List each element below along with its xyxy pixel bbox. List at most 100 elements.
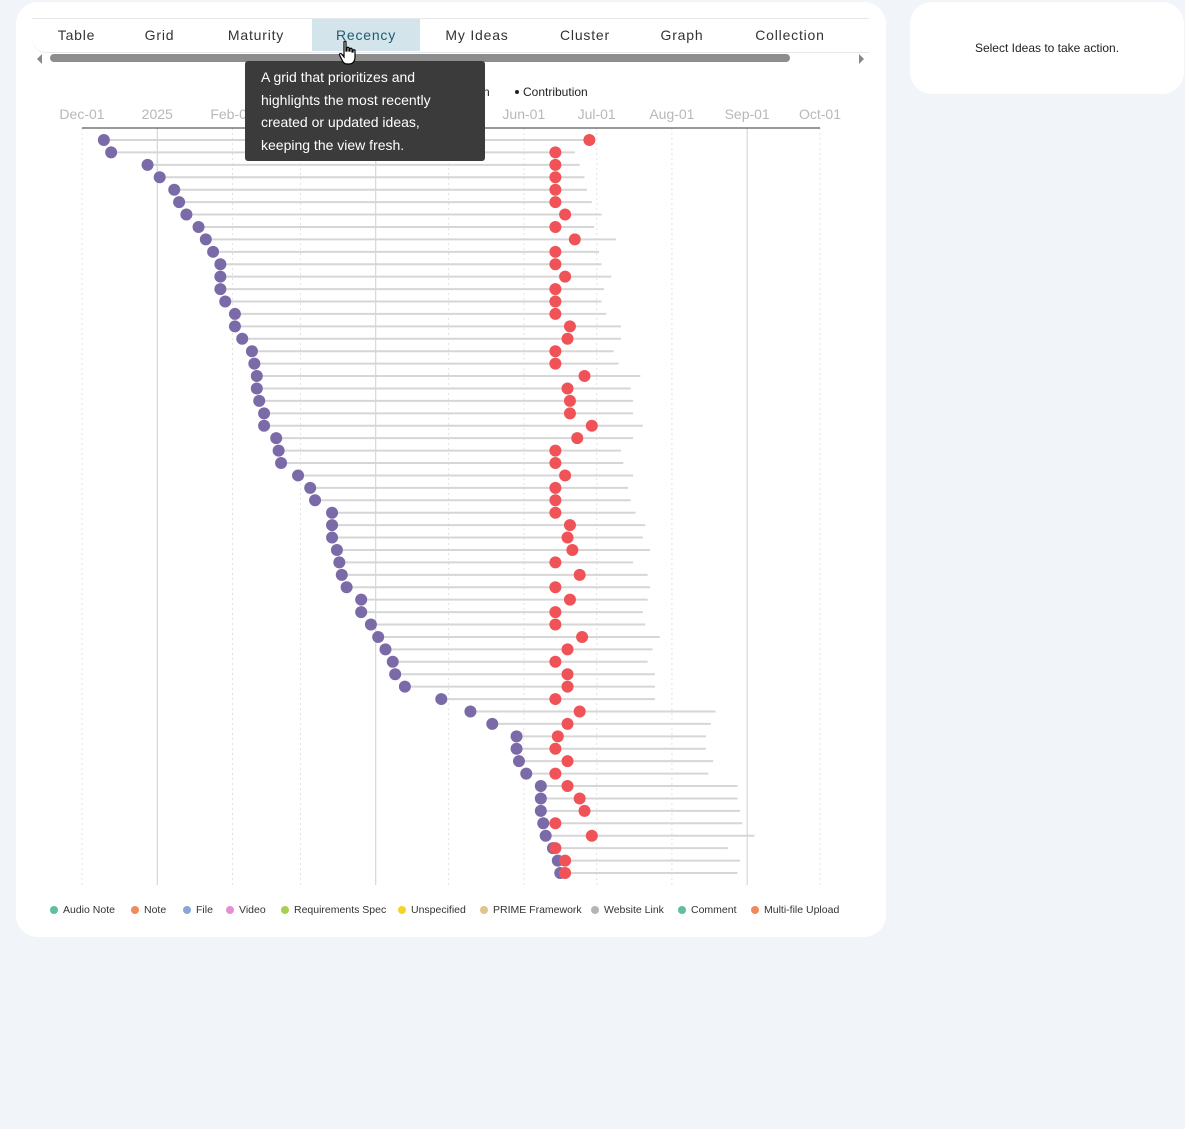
idea-updated-point xyxy=(561,668,574,681)
legend-label: File xyxy=(196,904,213,916)
legend-item: Website Link xyxy=(591,904,664,916)
idea-updated-point xyxy=(561,680,574,693)
idea-updated-point xyxy=(561,780,574,793)
file-swatch-icon xyxy=(183,906,191,914)
tab-my-ideas[interactable]: My Ideas xyxy=(445,27,509,43)
recency-timeline-chart: Dec-012025Feb-01Mar-01Apr-01May-01Jun-01… xyxy=(59,106,841,885)
hand-pointer-cursor-icon xyxy=(338,40,358,71)
idea-updated-point xyxy=(578,370,591,383)
idea-updated-point xyxy=(549,817,562,830)
tab-cluster[interactable]: Cluster xyxy=(560,27,610,43)
idea-created-point xyxy=(258,419,271,432)
tab-recency[interactable]: Recency xyxy=(312,19,420,51)
idea-updated-point xyxy=(573,792,586,805)
legend-label: Audio Note xyxy=(63,904,115,916)
idea-created-point xyxy=(245,345,258,358)
x-tick-label: Dec-01 xyxy=(59,106,104,122)
idea-updated-point xyxy=(549,220,562,233)
idea-created-point xyxy=(326,531,339,544)
chart-legend-partial: n xyxy=(483,85,490,99)
legend-item: Video xyxy=(226,904,266,916)
idea-updated-point xyxy=(549,618,562,631)
idea-created-point xyxy=(180,208,193,221)
idea-created-point xyxy=(510,742,523,755)
idea-created-point xyxy=(512,755,525,768)
idea-created-point xyxy=(435,693,448,706)
x-tick-label: Jul-01 xyxy=(578,106,616,122)
idea-updated-point xyxy=(549,245,562,258)
idea-created-point xyxy=(292,469,305,482)
idea-updated-point xyxy=(583,134,596,146)
scroll-right-arrow-icon[interactable] xyxy=(859,54,864,64)
idea-created-point xyxy=(248,357,261,370)
idea-created-point xyxy=(153,171,166,184)
tooltip-line: A grid that prioritizes and xyxy=(261,69,416,85)
x-tick-label: Sep-01 xyxy=(725,106,770,122)
idea-updated-point xyxy=(549,581,562,594)
unspecified-swatch-icon xyxy=(398,906,406,914)
idea-updated-point xyxy=(549,196,562,209)
tab-collection[interactable]: Collection xyxy=(755,27,825,43)
idea-created-point xyxy=(510,730,523,743)
scroll-left-arrow-icon[interactable] xyxy=(37,54,42,64)
idea-created-point xyxy=(464,705,477,718)
idea-created-point xyxy=(253,394,266,407)
idea-created-point xyxy=(326,506,339,519)
tab-maturity[interactable]: Maturity xyxy=(227,27,285,43)
idea-updated-point xyxy=(549,171,562,184)
idea-updated-point xyxy=(585,419,598,432)
idea-updated-point xyxy=(559,854,572,867)
idea-updated-point xyxy=(576,630,589,643)
idea-updated-point xyxy=(559,867,572,879)
legend-label: Multi-file Upload xyxy=(764,904,840,916)
legend-label: Comment xyxy=(691,904,737,916)
legend-label: Website Link xyxy=(604,904,664,916)
idea-created-point xyxy=(379,643,392,656)
idea-created-point xyxy=(219,295,232,308)
tab-grid[interactable]: Grid xyxy=(144,27,175,43)
idea-updated-point xyxy=(549,842,562,855)
idea-updated-point xyxy=(559,208,572,221)
idea-created-point xyxy=(214,283,227,296)
x-tick-label: Feb-01 xyxy=(210,106,255,122)
scrollbar-thumb[interactable] xyxy=(50,54,790,62)
idea-created-point xyxy=(534,804,547,817)
idea-updated-point xyxy=(573,705,586,718)
idea-updated-point xyxy=(549,295,562,308)
idea-created-point xyxy=(258,407,271,420)
idea-created-point xyxy=(275,457,288,470)
idea-created-point xyxy=(372,630,385,643)
idea-updated-point xyxy=(549,457,562,470)
idea-created-point xyxy=(236,332,249,345)
idea-created-point xyxy=(105,146,118,159)
legend-label: PRIME Framework xyxy=(493,904,582,916)
idea-created-point xyxy=(537,817,550,830)
idea-created-point xyxy=(270,432,283,445)
idea-updated-point xyxy=(549,283,562,296)
idea-updated-point xyxy=(549,444,562,457)
video-swatch-icon xyxy=(226,906,234,914)
idea-created-point xyxy=(335,568,348,581)
requirements-spec-swatch-icon xyxy=(281,906,289,914)
legend-item: Requirements Spec xyxy=(281,904,386,916)
idea-created-point xyxy=(309,494,322,507)
idea-updated-point xyxy=(573,568,586,581)
tabs-scrollbar[interactable] xyxy=(32,52,869,66)
idea-updated-point xyxy=(563,407,576,420)
idea-created-point xyxy=(272,444,285,457)
idea-created-point xyxy=(364,618,377,631)
tooltip-line: keeping the view fresh. xyxy=(261,136,405,153)
idea-updated-point xyxy=(561,382,574,395)
idea-created-point xyxy=(398,680,411,693)
idea-updated-point xyxy=(559,469,572,482)
tab-table[interactable]: Table xyxy=(57,27,96,43)
legend-label: Note xyxy=(144,904,167,916)
idea-updated-point xyxy=(549,556,562,569)
idea-updated-point xyxy=(561,755,574,768)
idea-created-point xyxy=(228,307,241,320)
legend-item: PRIME Framework xyxy=(480,904,582,916)
audio-note-swatch-icon xyxy=(50,906,58,914)
idea-updated-point xyxy=(578,804,591,817)
tab-graph[interactable]: Graph xyxy=(660,27,704,43)
idea-updated-point xyxy=(561,531,574,544)
